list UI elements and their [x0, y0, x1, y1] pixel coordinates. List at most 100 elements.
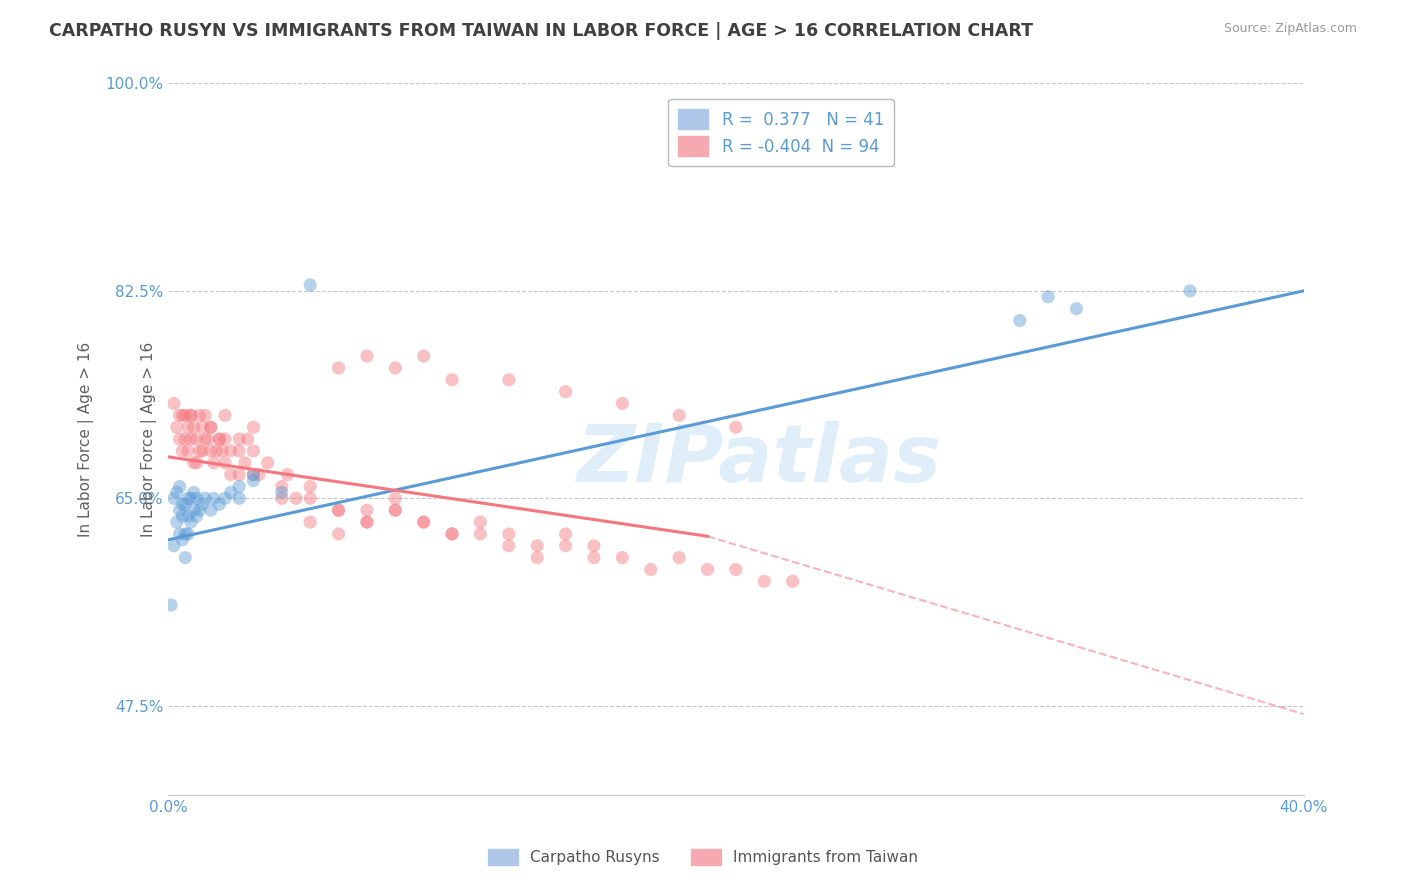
Point [200, 420, 222, 434]
Point [194, 491, 217, 506]
Point [356, 515, 378, 529]
Text: ZIPatlas: ZIPatlas [576, 421, 941, 500]
Point [186, 456, 208, 470]
Point [498, 373, 520, 387]
Point [169, 503, 191, 517]
Point [441, 527, 464, 541]
Point [177, 509, 200, 524]
Point [166, 420, 188, 434]
Point [172, 497, 194, 511]
Point [169, 479, 191, 493]
Point [754, 574, 776, 589]
Point [200, 420, 222, 434]
Point [163, 396, 186, 410]
Point [202, 491, 225, 506]
Point [441, 527, 464, 541]
Point [328, 527, 350, 541]
Point [1008, 313, 1031, 327]
Point [208, 432, 231, 446]
Point [166, 515, 188, 529]
Point [160, 598, 183, 612]
Point [384, 503, 406, 517]
Point [200, 503, 222, 517]
Point [174, 550, 197, 565]
Point [180, 515, 202, 529]
Point [174, 497, 197, 511]
Point [186, 432, 208, 446]
Point [412, 515, 434, 529]
Point [180, 432, 202, 446]
Point [299, 479, 322, 493]
Y-axis label: In Labor Force | Age > 16: In Labor Force | Age > 16 [141, 342, 157, 537]
Point [172, 444, 194, 458]
Point [236, 432, 259, 446]
Point [640, 562, 662, 576]
Point [205, 444, 228, 458]
Point [1178, 284, 1201, 298]
Point [211, 444, 233, 458]
Point [186, 491, 208, 506]
Point [228, 444, 250, 458]
Point [526, 550, 548, 565]
Point [356, 515, 378, 529]
Point [208, 497, 231, 511]
Point [180, 409, 202, 423]
Text: CARPATHO RUSYN VS IMMIGRANTS FROM TAIWAN IN LABOR FORCE | AGE > 16 CORRELATION C: CARPATHO RUSYN VS IMMIGRANTS FROM TAIWAN… [49, 22, 1033, 40]
Legend: Carpatho Rusyns, Immigrants from Taiwan: Carpatho Rusyns, Immigrants from Taiwan [481, 843, 925, 871]
Point [228, 432, 250, 446]
Point [554, 384, 576, 399]
Point [163, 539, 186, 553]
Point [441, 373, 464, 387]
Point [180, 409, 202, 423]
Point [183, 456, 205, 470]
Point [612, 550, 634, 565]
Point [356, 503, 378, 517]
Point [174, 527, 197, 541]
Point [188, 503, 211, 517]
Point [233, 456, 256, 470]
Point [177, 420, 200, 434]
Point [228, 479, 250, 493]
Point [498, 539, 520, 553]
Point [228, 467, 250, 482]
Point [470, 527, 492, 541]
Point [724, 420, 747, 434]
Point [242, 420, 264, 434]
Point [1066, 301, 1088, 316]
Point [668, 550, 690, 565]
Point [470, 515, 492, 529]
Point [200, 444, 222, 458]
Point [180, 491, 202, 506]
Point [412, 515, 434, 529]
Y-axis label: In Labor Force | Age > 16: In Labor Force | Age > 16 [79, 342, 94, 537]
Point [172, 509, 194, 524]
Point [163, 491, 186, 506]
Point [202, 456, 225, 470]
Point [270, 491, 292, 506]
Point [612, 396, 634, 410]
Point [668, 409, 690, 423]
Point [526, 539, 548, 553]
Point [219, 444, 242, 458]
Point [191, 497, 214, 511]
Point [172, 409, 194, 423]
Point [169, 409, 191, 423]
Point [328, 503, 350, 517]
Point [384, 360, 406, 375]
Point [183, 420, 205, 434]
Point [177, 444, 200, 458]
Point [214, 432, 236, 446]
Point [356, 349, 378, 363]
Point [219, 485, 242, 500]
Point [177, 491, 200, 506]
Point [384, 491, 406, 506]
Text: Source: ZipAtlas.com: Source: ZipAtlas.com [1223, 22, 1357, 36]
Point [498, 527, 520, 541]
Point [188, 409, 211, 423]
Point [696, 562, 718, 576]
Point [554, 527, 576, 541]
Point [188, 444, 211, 458]
Point [214, 491, 236, 506]
Point [228, 491, 250, 506]
Point [219, 467, 242, 482]
